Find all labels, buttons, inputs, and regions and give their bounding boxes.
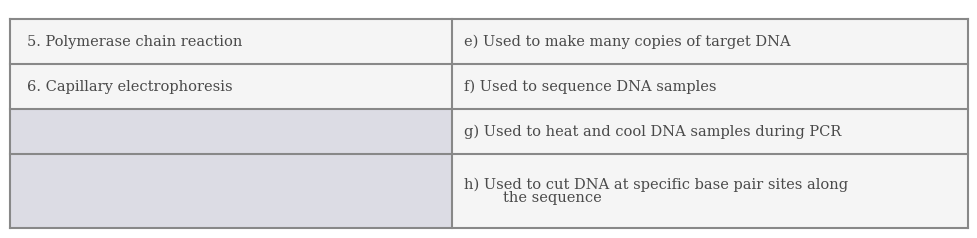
Bar <box>451 64 967 109</box>
Text: h) Used to cut DNA at specific base pair sites along: h) Used to cut DNA at specific base pair… <box>463 178 847 192</box>
Bar <box>10 19 451 64</box>
Bar <box>451 19 967 64</box>
Text: the sequence: the sequence <box>502 191 601 205</box>
Text: g) Used to heat and cool DNA samples during PCR: g) Used to heat and cool DNA samples dur… <box>463 124 840 139</box>
Text: f) Used to sequence DNA samples: f) Used to sequence DNA samples <box>463 79 715 94</box>
Bar <box>10 154 451 228</box>
Text: 5. Polymerase chain reaction: 5. Polymerase chain reaction <box>27 35 242 49</box>
Bar <box>10 64 451 109</box>
Bar <box>451 154 967 228</box>
Text: e) Used to make many copies of target DNA: e) Used to make many copies of target DN… <box>463 34 789 49</box>
Bar <box>10 109 451 154</box>
Bar <box>451 109 967 154</box>
Text: 6. Capillary electrophoresis: 6. Capillary electrophoresis <box>27 79 233 94</box>
